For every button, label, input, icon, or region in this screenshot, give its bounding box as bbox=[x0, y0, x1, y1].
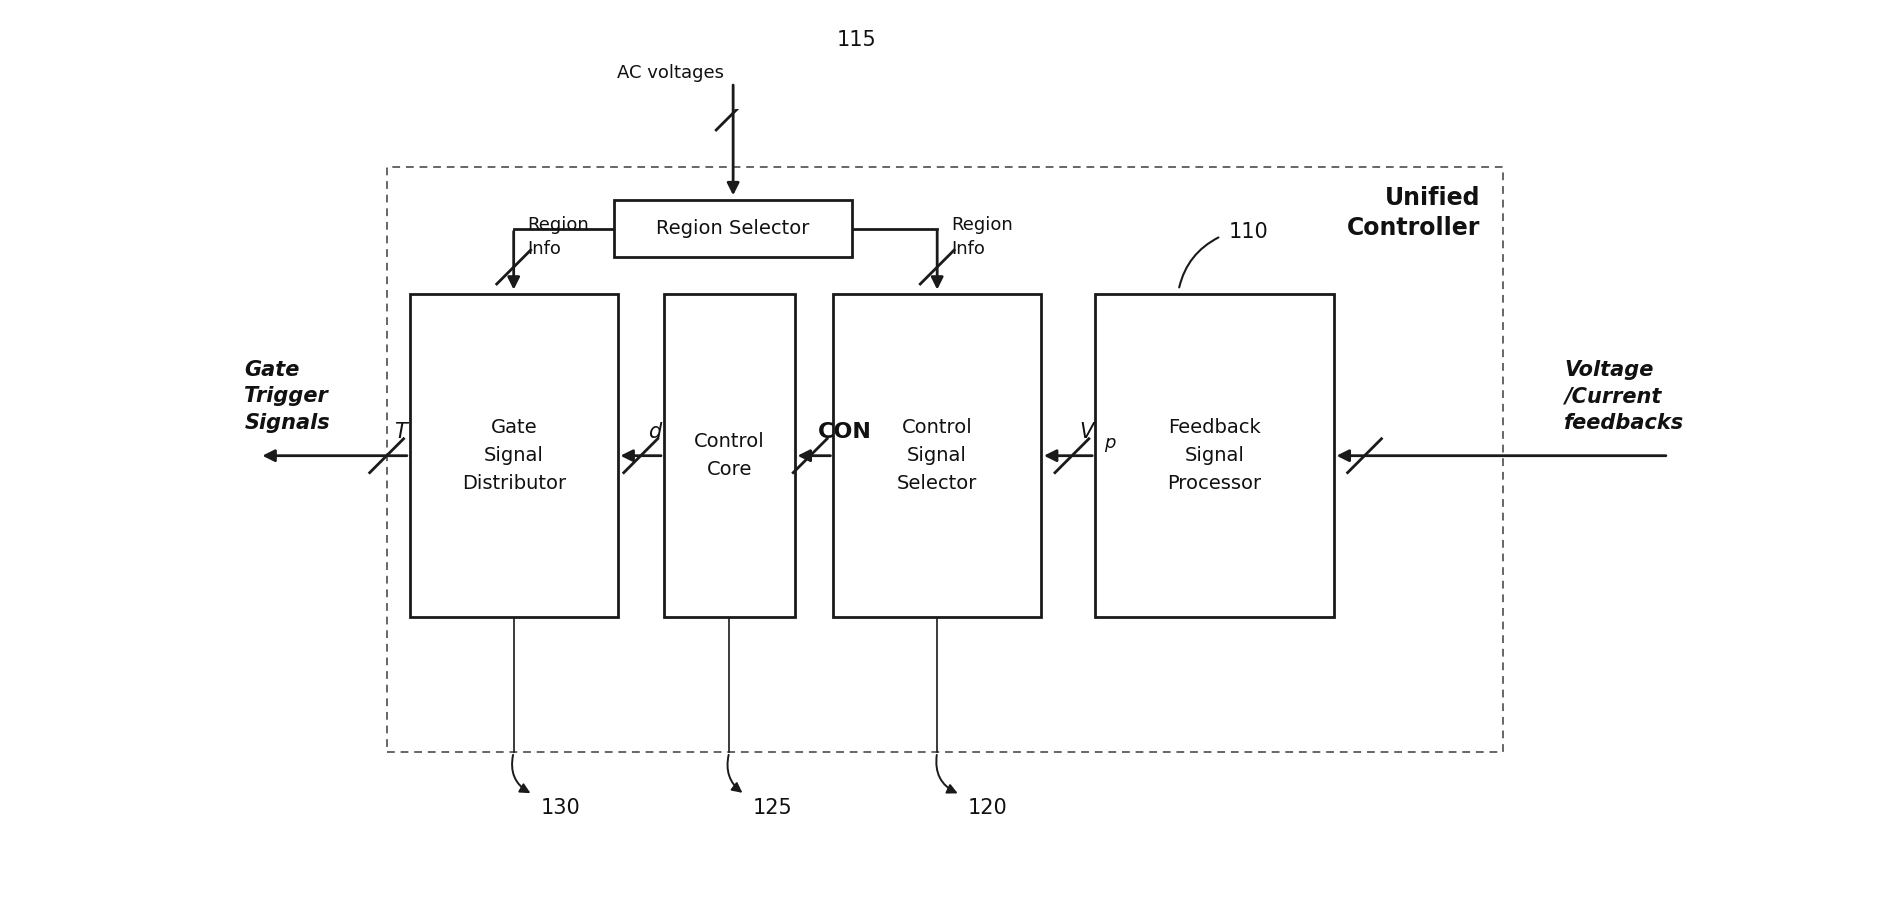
Text: p: p bbox=[1105, 434, 1116, 452]
Text: Gate
Trigger
Signals: Gate Trigger Signals bbox=[245, 359, 330, 432]
Bar bbox=[1095, 294, 1335, 617]
Bar bbox=[409, 294, 618, 617]
Text: Gate
Signal
Distributor: Gate Signal Distributor bbox=[462, 419, 566, 493]
Text: 125: 125 bbox=[752, 798, 792, 818]
Text: d: d bbox=[648, 422, 662, 442]
Text: Region
Info: Region Info bbox=[952, 217, 1012, 258]
Text: AC voltages: AC voltages bbox=[616, 64, 724, 82]
Text: Region Selector: Region Selector bbox=[656, 219, 811, 238]
Text: Region
Info: Region Info bbox=[528, 217, 590, 258]
Bar bbox=[615, 199, 852, 258]
Text: 120: 120 bbox=[969, 798, 1008, 818]
Text: Control
Core: Control Core bbox=[694, 432, 765, 480]
Text: V: V bbox=[1080, 422, 1093, 442]
Text: CON: CON bbox=[818, 422, 871, 442]
Text: Control
Signal
Selector: Control Signal Selector bbox=[897, 419, 978, 493]
Text: Feedback
Signal
Processor: Feedback Signal Processor bbox=[1167, 419, 1261, 493]
Text: T: T bbox=[394, 422, 407, 442]
Bar bbox=[833, 294, 1041, 617]
Bar bbox=[386, 167, 1502, 753]
Text: 115: 115 bbox=[837, 30, 877, 50]
Text: 110: 110 bbox=[1229, 222, 1269, 242]
Text: Voltage
/Current
feedbacks: Voltage /Current feedbacks bbox=[1565, 359, 1683, 432]
Bar bbox=[664, 294, 795, 617]
Text: Unified
Controller: Unified Controller bbox=[1346, 187, 1480, 240]
Text: 130: 130 bbox=[541, 798, 581, 818]
